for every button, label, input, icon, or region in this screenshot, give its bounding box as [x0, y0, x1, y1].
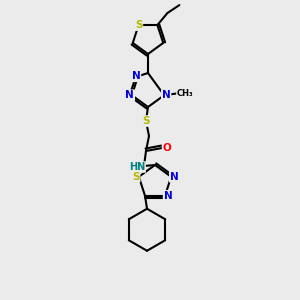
Text: CH₃: CH₃: [177, 89, 194, 98]
Text: N: N: [162, 90, 170, 100]
Text: N: N: [170, 172, 178, 182]
Text: N: N: [125, 90, 134, 100]
Text: N: N: [132, 71, 140, 81]
Text: O: O: [163, 143, 171, 153]
Text: N: N: [164, 191, 172, 201]
Text: S: S: [132, 172, 140, 182]
Text: S: S: [142, 116, 150, 126]
Text: S: S: [135, 20, 142, 30]
Text: HN: HN: [129, 162, 145, 172]
